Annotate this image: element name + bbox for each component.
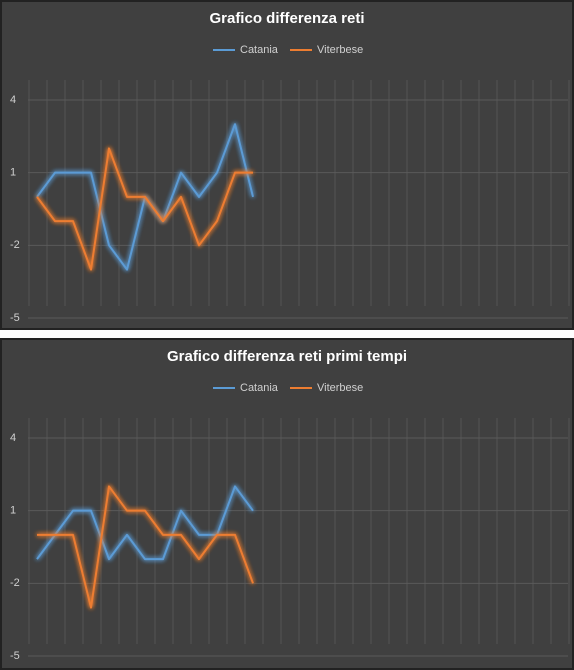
y-tick-label: 4 xyxy=(10,432,16,444)
y-tick-label: -5 xyxy=(10,312,20,324)
legend-label: Catania xyxy=(240,44,279,56)
y-tick-label: -5 xyxy=(10,650,20,662)
legend-label: Catania xyxy=(240,382,279,394)
chart-background xyxy=(0,338,574,670)
chart-background xyxy=(0,0,574,330)
y-tick-label: -2 xyxy=(10,577,20,589)
legend-label: Viterbese xyxy=(317,44,363,56)
y-tick-label: 1 xyxy=(10,167,16,179)
series-line xyxy=(36,147,253,271)
chart-title: Grafico differenza reti primi tempi xyxy=(167,348,407,365)
chart: Grafico differenza reti -5 -2 1 4 Catania Vite… xyxy=(0,0,574,330)
chart-title: Grafico differenza reti xyxy=(209,10,364,27)
series-line xyxy=(37,485,254,609)
y-tick-label: 1 xyxy=(10,505,16,517)
y-tick-label: 4 xyxy=(10,94,16,106)
chart: Grafico differenza reti primi tempi -5 -2 1… xyxy=(0,338,574,670)
y-tick-label: -2 xyxy=(10,239,20,251)
legend-label: Viterbese xyxy=(317,382,363,394)
